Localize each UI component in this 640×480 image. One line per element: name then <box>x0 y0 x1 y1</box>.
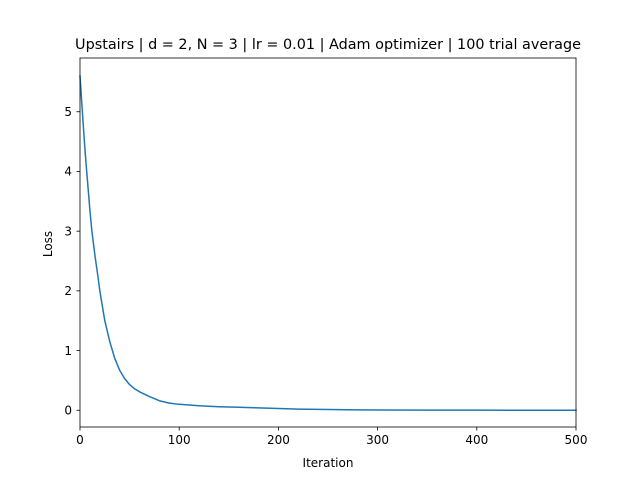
y-axis: 0 1 2 3 4 5 <box>64 105 80 418</box>
y-tick-label: 5 <box>64 105 72 119</box>
y-axis-label: Loss <box>41 231 55 257</box>
x-axis: 0 100 200 300 400 500 <box>76 427 587 447</box>
chart-title: Upstairs | d = 2, N = 3 | lr = 0.01 | Ad… <box>75 37 581 53</box>
x-tick-label: 300 <box>366 433 389 447</box>
x-axis-label: Iteration <box>303 456 354 470</box>
y-tick-label: 3 <box>64 224 72 238</box>
y-tick-label: 2 <box>64 284 72 298</box>
x-tick-label: 0 <box>76 433 84 447</box>
y-tick-label: 0 <box>64 404 72 418</box>
plot-frame <box>79 57 577 428</box>
x-tick-label: 200 <box>267 433 290 447</box>
plot-area <box>79 57 577 428</box>
x-tick-label: 100 <box>168 433 191 447</box>
x-tick-label: 400 <box>465 433 488 447</box>
series-line-0 <box>79 75 577 411</box>
x-tick-label: 500 <box>565 433 588 447</box>
y-tick-label: 1 <box>64 344 72 358</box>
y-tick-label: 4 <box>64 165 72 179</box>
